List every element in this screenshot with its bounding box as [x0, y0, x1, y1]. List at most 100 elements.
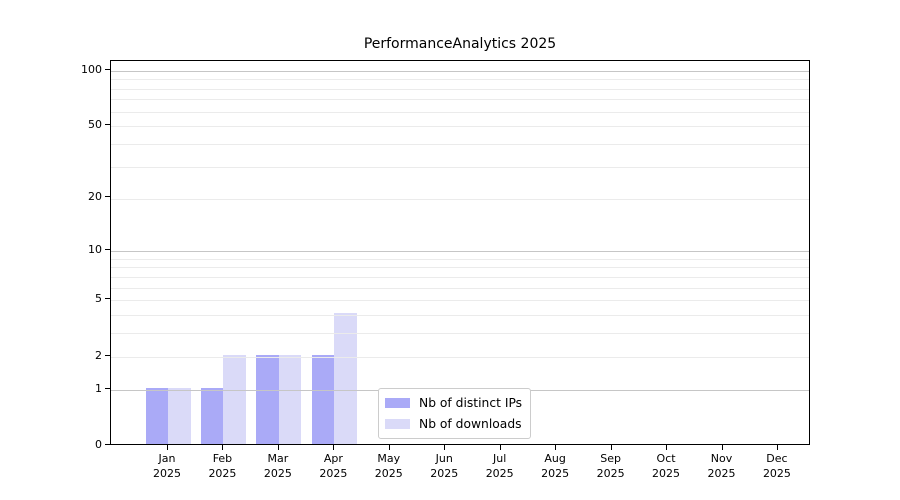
legend-label: Nb of downloads [419, 417, 522, 431]
x-tick-month: Sep [600, 452, 621, 465]
x-tick-year: 2025 [485, 467, 514, 480]
y-tick-label: 2 [95, 348, 102, 362]
bar-distinct-ips-feb [200, 387, 224, 444]
x-tick-month: Jun [435, 452, 453, 465]
legend-item-distinct-ips: Nb of distinct IPs [385, 394, 522, 412]
x-tick-year: 2025 [319, 467, 348, 480]
x-tick-year: 2025 [707, 467, 736, 480]
minor-gridline [111, 287, 809, 289]
x-tick-month: Jan [158, 452, 176, 465]
y-tick-label: 50 [88, 118, 102, 132]
y-tick-label: 100 [81, 62, 102, 76]
x-tick-year: 2025 [430, 467, 459, 480]
x-tick-label-nov: Nov 2025 [692, 451, 752, 481]
major-gridline [111, 70, 809, 72]
x-tick-year: 2025 [153, 467, 181, 480]
x-tick-mark [388, 445, 390, 450]
x-tick-mark [555, 445, 557, 450]
x-tick-label-oct: Oct 2025 [636, 451, 696, 481]
x-tick-label-aug: Aug 2025 [525, 451, 585, 481]
legend-swatch-icon [385, 398, 410, 408]
x-tick-year: 2025 [762, 467, 791, 480]
y-tick-label: 20 [88, 190, 102, 204]
minor-gridline [111, 315, 809, 317]
x-tick-label-jan: Jan 2025 [137, 451, 197, 481]
x-tick-label-dec: Dec 2025 [747, 451, 807, 481]
minor-gridline [111, 333, 809, 335]
x-tick-label-apr: Apr 2025 [303, 451, 363, 481]
x-tick-year: 2025 [596, 467, 625, 480]
minor-gridline [111, 198, 809, 200]
legend-swatch-icon [385, 419, 410, 429]
minor-gridline [111, 300, 809, 302]
x-tick-month: Mar [267, 452, 289, 465]
x-tick-month: Oct [656, 452, 676, 465]
bar-distinct-ips-mar [256, 354, 279, 444]
bar-downloads-apr [334, 313, 357, 444]
x-tick-mark [333, 445, 335, 450]
x-tick-label-jul: Jul 2025 [470, 451, 530, 481]
bar-distinct-ips-apr [311, 354, 335, 444]
minor-gridline [111, 267, 809, 269]
bar-downloads-jan [168, 387, 191, 444]
x-tick-year: 2025 [374, 467, 403, 480]
minor-gridline [111, 356, 809, 358]
minor-gridline [111, 88, 809, 90]
bar-downloads-mar [278, 354, 302, 444]
y-tick-label: 10 [88, 243, 102, 257]
legend: Nb of distinct IPs Nb of downloads [378, 388, 532, 439]
y-tick-label: 5 [95, 292, 102, 306]
x-tick-label-may: May 2025 [359, 451, 419, 481]
y-tick-mark [105, 387, 110, 389]
x-tick-mark [499, 445, 501, 450]
x-tick-label-sep: Sep 2025 [581, 451, 641, 481]
x-tick-mark [444, 445, 446, 450]
y-tick-mark [105, 68, 110, 70]
chart-title: PerformanceAnalytics 2025 [363, 36, 557, 52]
x-tick-mark [610, 445, 612, 450]
x-tick-label-feb: Feb 2025 [192, 451, 252, 481]
y-tick-label: 1 [95, 381, 102, 395]
minor-gridline [111, 144, 809, 146]
x-tick-mark [222, 445, 224, 450]
x-tick-mark [167, 445, 168, 450]
bar-distinct-ips-jan [145, 387, 168, 444]
x-tick-year: 2025 [541, 467, 570, 480]
minor-gridline [111, 276, 809, 278]
minor-gridline [111, 258, 809, 260]
minor-gridline [111, 79, 809, 81]
x-tick-month: Aug [544, 452, 566, 465]
minor-gridline [111, 99, 809, 101]
legend-label: Nb of distinct IPs [419, 396, 523, 410]
x-tick-month: Dec [766, 452, 788, 465]
x-tick-month: May [377, 452, 401, 465]
y-tick-mark [105, 298, 110, 300]
x-tick-month: Feb [212, 452, 233, 465]
legend-item-downloads: Nb of downloads [385, 415, 522, 433]
x-tick-month: Nov [710, 452, 733, 465]
y-tick-mark [105, 249, 110, 251]
plot-area [110, 60, 810, 445]
y-tick-label: 0 [95, 438, 102, 451]
minor-gridline [111, 166, 809, 168]
y-tick-mark [105, 196, 110, 198]
x-tick-label-mar: Mar 2025 [248, 451, 308, 481]
y-tick-mark [105, 124, 110, 126]
minor-gridline [111, 111, 809, 113]
major-gridline [111, 251, 809, 253]
x-tick-year: 2025 [652, 467, 681, 480]
y-tick-mark [105, 354, 110, 356]
x-tick-label-jun: Jun 2025 [414, 451, 474, 481]
y-tick-mark [105, 444, 110, 445]
x-tick-year: 2025 [208, 467, 237, 480]
bar-downloads-feb [223, 354, 246, 444]
minor-gridline [111, 126, 809, 128]
x-tick-month: Jul [493, 452, 507, 465]
x-tick-mark [721, 445, 723, 450]
x-tick-month: Apr [323, 452, 343, 465]
x-tick-mark [776, 445, 778, 450]
x-tick-mark [277, 445, 279, 450]
x-tick-mark [666, 445, 668, 450]
x-tick-year: 2025 [263, 467, 292, 480]
